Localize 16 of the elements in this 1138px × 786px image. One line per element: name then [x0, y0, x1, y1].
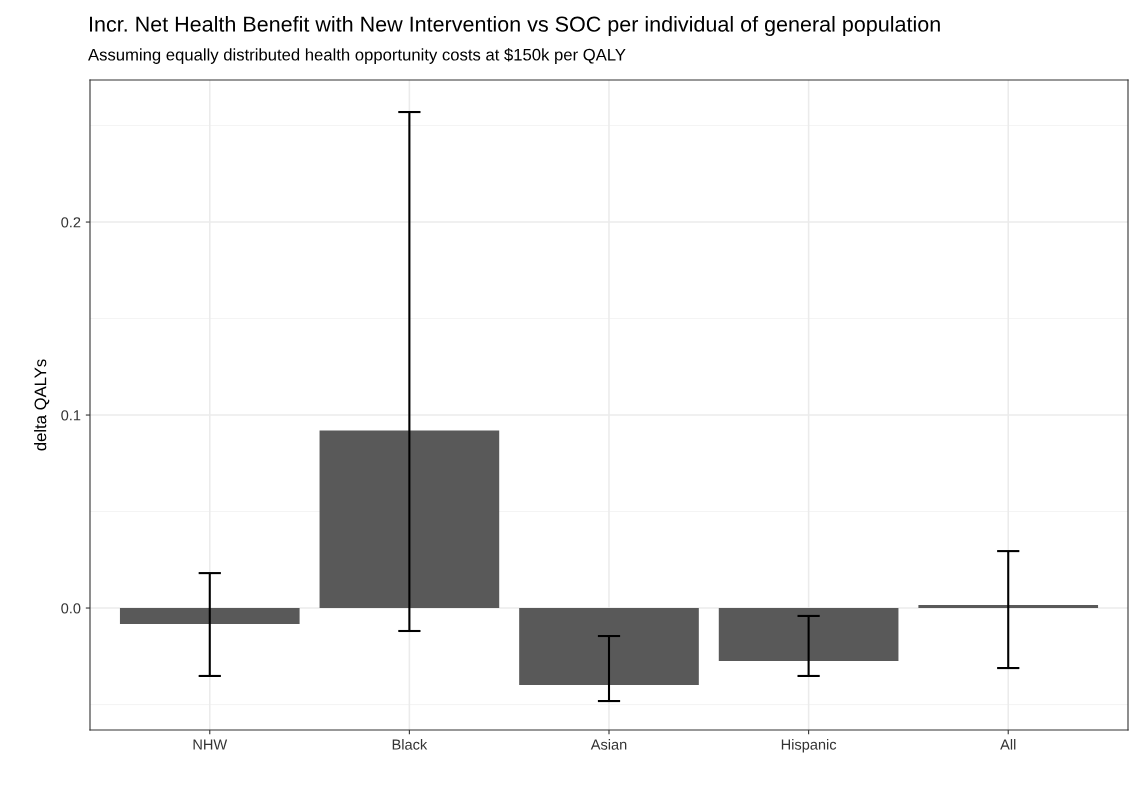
y-tick-label: 0.0 [61, 603, 81, 614]
bar [519, 608, 699, 686]
bar [119, 608, 300, 625]
y-axis-title: delta QALYs [34, 359, 50, 451]
bar [918, 604, 1099, 609]
y-tick-label: 0.2 [61, 217, 81, 228]
x-tick-label: Asian [590, 739, 627, 750]
x-tick-label: All [1000, 739, 1016, 750]
bar [319, 430, 500, 609]
x-tick-label: Hispanic [781, 739, 837, 753]
y-tick-label: 0.1 [61, 410, 81, 421]
chart-title: Incr. Net Health Benefit with New Intervention vs SOC per individual of general population [89, 15, 940, 37]
x-tick-label: Black [392, 739, 428, 750]
x-tick-label: NHW [193, 739, 228, 750]
bar [718, 608, 899, 662]
chart-subtitle: Assuming equally distributed health opportunity costs at $150k per QALY [88, 48, 626, 64]
